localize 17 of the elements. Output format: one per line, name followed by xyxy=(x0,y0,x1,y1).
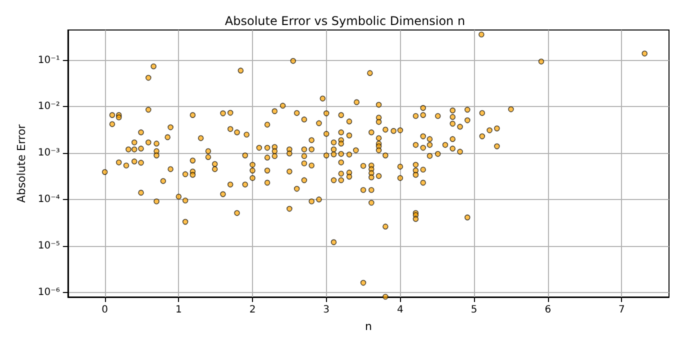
chart-title: Absolute Error vs Symbolic Dimension n xyxy=(224,14,466,28)
y-tick-label: 10⁻¹ xyxy=(38,54,60,66)
x-axis-title: n xyxy=(364,320,372,333)
x-tick-label: 6 xyxy=(544,304,552,316)
y-tick-label: 10⁻⁵ xyxy=(38,240,60,252)
y-tick-label: 10⁻⁴ xyxy=(38,194,60,205)
x-tick-label: 0 xyxy=(102,304,108,316)
x-tick-label: 3 xyxy=(323,304,330,316)
x-tick-label: 1 xyxy=(175,304,182,316)
x-tick-label: 2 xyxy=(249,304,256,316)
x-tick-label: 7 xyxy=(618,304,625,316)
y-tick-label: 10⁻⁶ xyxy=(38,286,60,298)
y-tick-label: 10⁻² xyxy=(38,101,60,112)
x-tick-label: 4 xyxy=(397,304,404,316)
y-axis-title: Absolute Error xyxy=(15,124,28,203)
x-tick-label: 5 xyxy=(470,304,478,316)
y-tick-label: 10⁻³ xyxy=(38,148,60,159)
